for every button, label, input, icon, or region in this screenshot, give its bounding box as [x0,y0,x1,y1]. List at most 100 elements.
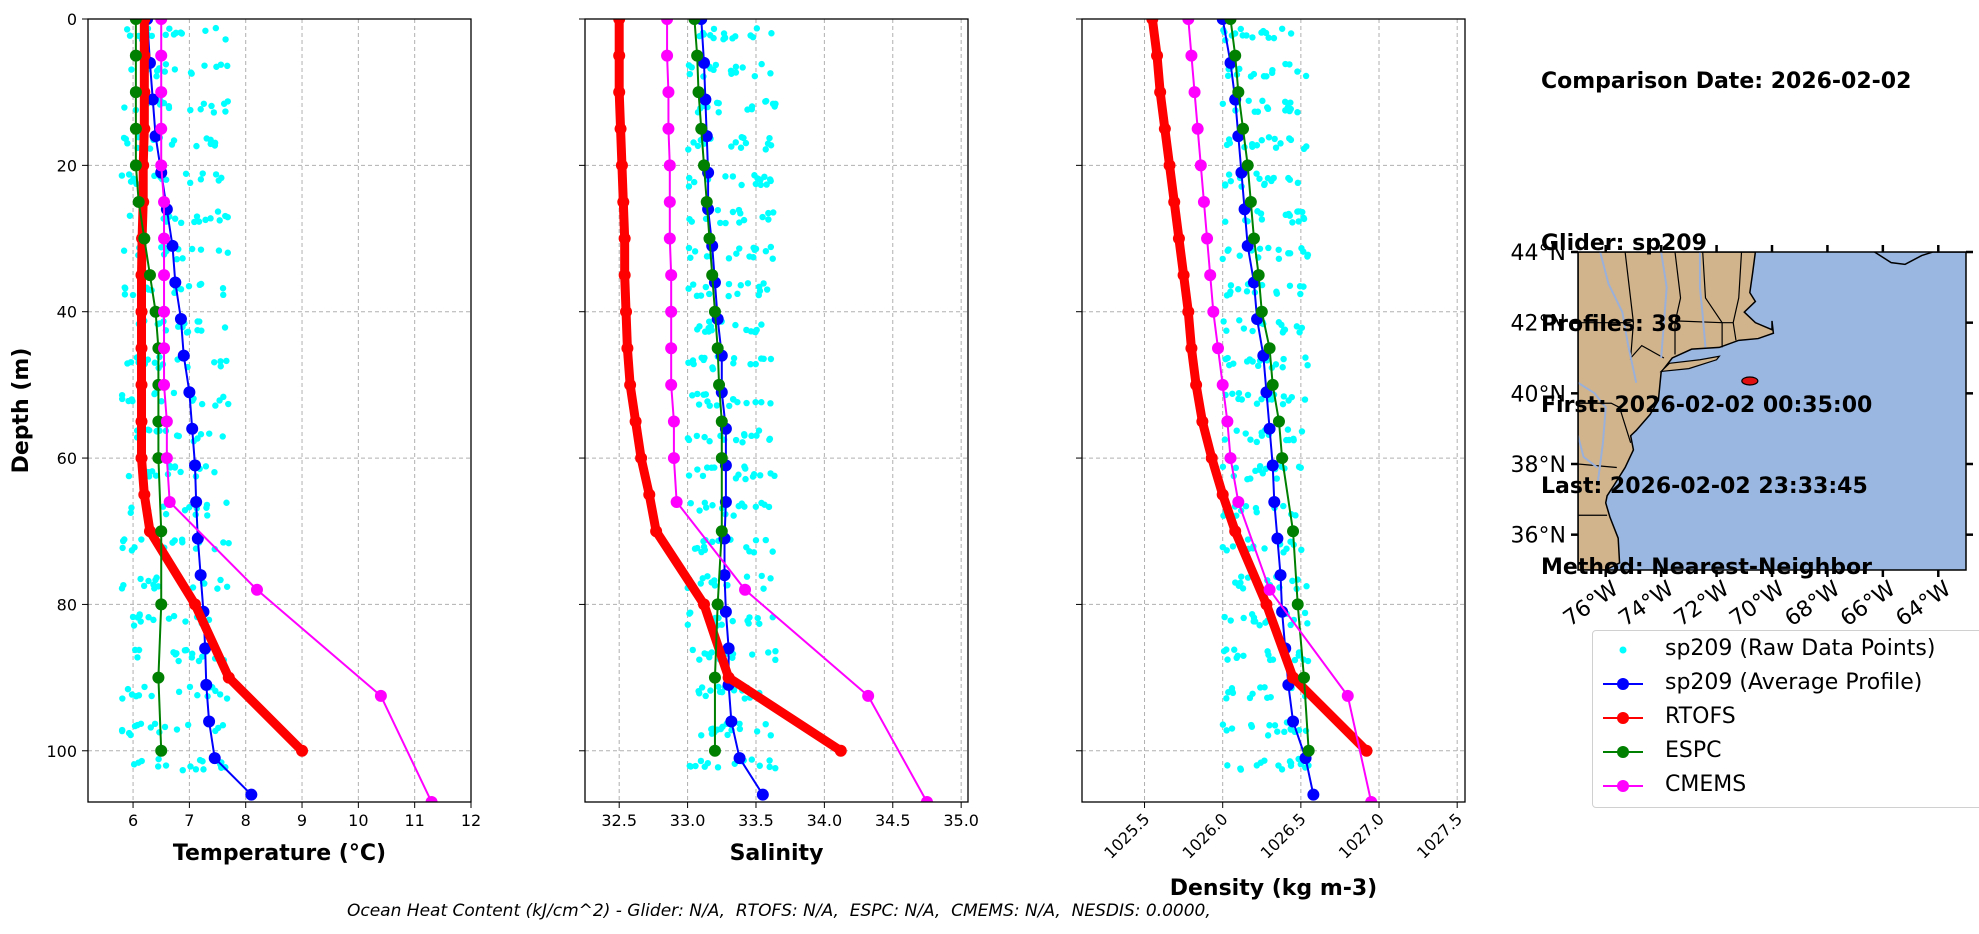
series-point [1168,195,1181,208]
raw-point [208,102,215,110]
raw-point [698,732,705,739]
lat-label: 44°N [1511,241,1566,266]
raw-point [751,72,759,80]
series-point [1287,715,1300,728]
raw-point [761,501,768,508]
raw-point [1264,648,1271,655]
raw-point [1245,97,1252,104]
series-point [662,86,675,99]
raw-point [762,98,769,105]
series-point [667,452,680,465]
raw-point [772,656,779,664]
raw-point [709,538,716,546]
raw-point [1240,614,1247,622]
raw-point [697,580,704,587]
series-point [1221,415,1234,428]
raw-point [769,548,776,555]
raw-point [155,755,162,763]
series-point [1185,49,1198,62]
series-point [1268,495,1281,508]
series-point [1255,305,1268,318]
legend-marker-espc [1603,746,1643,758]
state-border [1732,252,1743,341]
raw-point [685,146,692,153]
raw-point [1256,245,1264,252]
raw-point [171,463,179,470]
raw-point [772,764,779,772]
raw-point [710,25,718,33]
raw-point [686,70,693,78]
raw-point [758,572,765,580]
series-point [1146,19,1159,25]
raw-point [762,720,769,728]
series-point [700,195,713,208]
series-point [708,305,721,318]
raw-point [184,721,192,729]
raw-point [207,140,214,148]
raw-point [1224,72,1232,80]
raw-point [715,109,722,116]
raw-point [717,725,724,733]
series-point [722,671,735,684]
raw-point [728,143,735,150]
series-point [129,19,142,25]
series-point [662,122,675,135]
raw-point [1294,109,1301,116]
series-point [1158,122,1171,135]
raw-point [1220,318,1227,325]
raw-point [1287,759,1295,767]
series-point [163,495,176,508]
raw-point [766,763,773,771]
raw-point [199,653,206,660]
raw-point [750,244,757,251]
series-point [708,671,721,684]
raw-point [199,170,206,177]
series-cmems [155,19,438,802]
raw-point [1248,611,1256,618]
raw-point [772,647,779,655]
raw-point [1300,214,1307,222]
raw-point [1264,105,1272,113]
series-point [152,671,165,684]
raw-point [199,758,206,765]
legend: sp209 (Raw Data Points) sp209 (Average P… [1592,630,1979,808]
legend-marker-rtofs [1603,712,1643,724]
raw-point [1286,282,1294,289]
raw-point [710,579,717,586]
series-point [1307,788,1320,801]
raw-point [771,472,778,480]
raw-point [732,475,740,482]
raw-point [725,255,733,262]
raw-point [1294,179,1302,187]
raw-point [141,683,148,691]
raw-point [140,582,148,590]
raw-point [767,243,775,251]
raw-point [170,31,178,38]
raw-point [1280,393,1288,400]
raw-point [704,573,711,580]
raw-point [1223,695,1230,702]
raw-point [768,30,775,37]
raw-point [1225,689,1232,696]
series-point [1302,744,1315,757]
raw-point [755,291,762,299]
series-point [663,232,676,245]
raw-point [119,695,126,702]
raw-point [212,727,219,735]
series-point [688,19,701,25]
raw-point [746,548,753,555]
raw-point [131,646,139,654]
x-tick-label: 32.5 [601,811,637,830]
series-point [650,525,663,538]
river [1578,381,1607,486]
raw-point [1237,25,1245,33]
raw-point [1229,689,1237,697]
raw-point [171,537,178,544]
raw-point [148,468,156,475]
raw-point [1256,175,1263,182]
raw-point [699,472,707,480]
raw-point [204,512,211,519]
x-tick-label: 1027.0 [1335,809,1388,862]
raw-point [1277,140,1284,147]
